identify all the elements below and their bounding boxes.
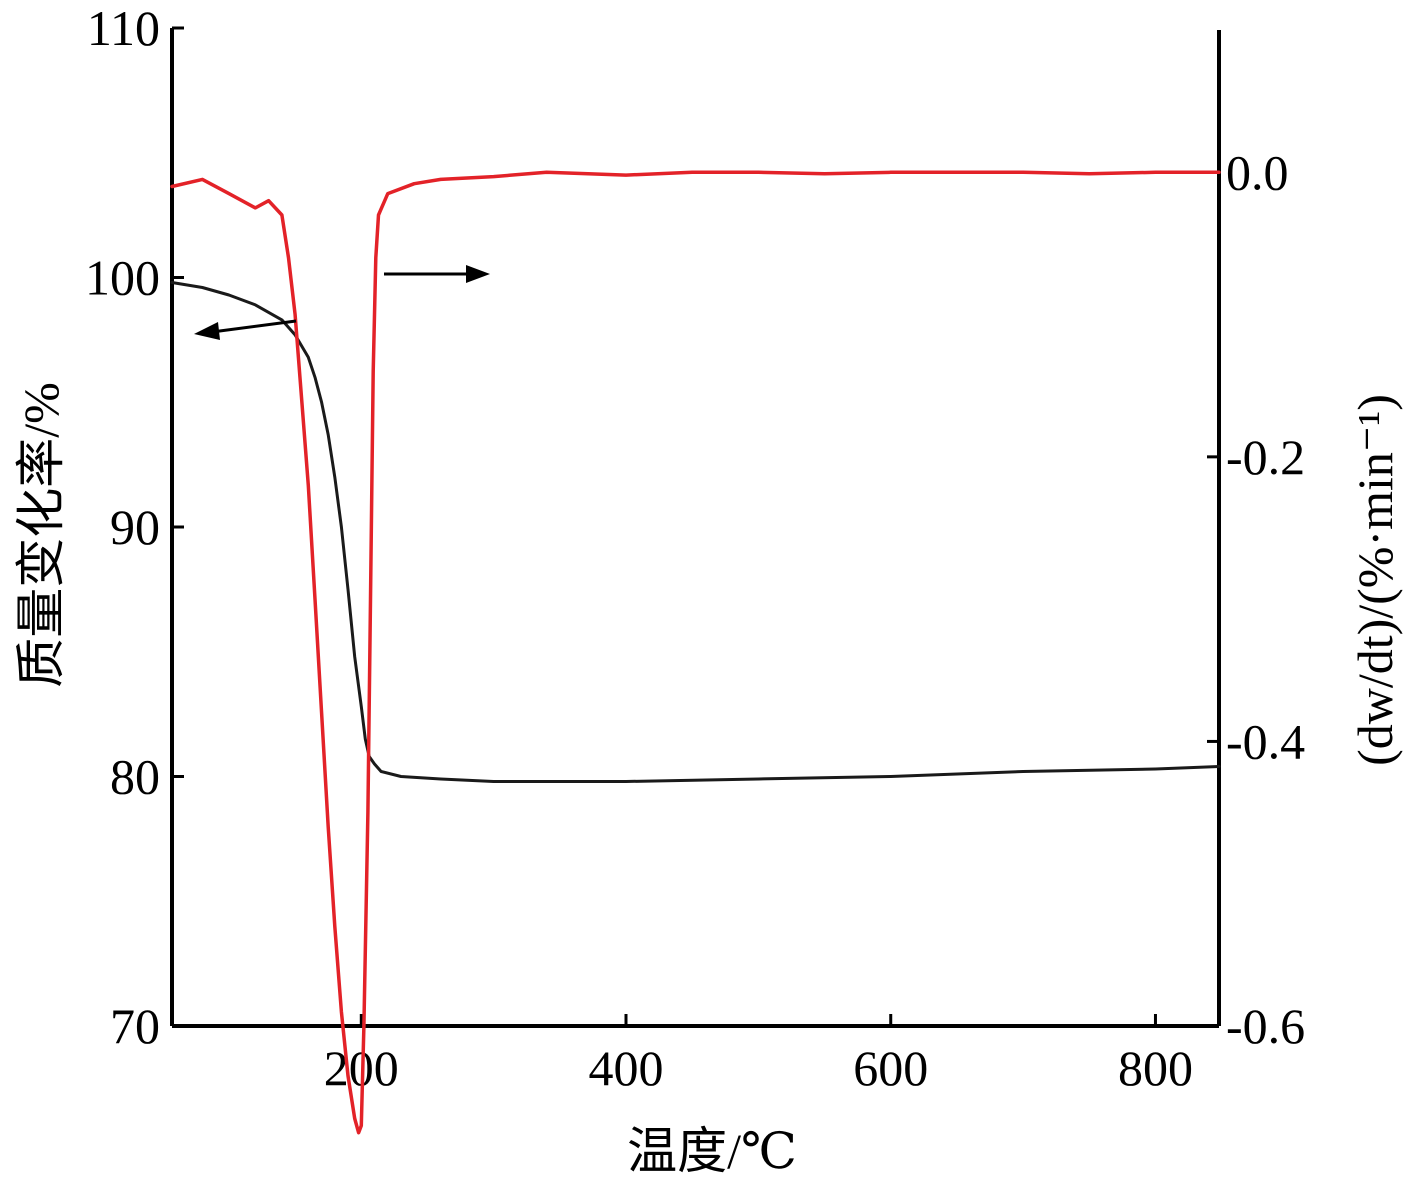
y-right-tick-label: -0.4 [1226,713,1305,769]
y-right-ticks: -0.6 -0.4 -0.2 0.0 [1207,144,1305,1054]
x-tick-label: 800 [1118,1040,1193,1096]
y-left-axis-title: 质量变化率/% [13,382,69,688]
y-right-tick-label: 0.0 [1226,144,1289,200]
dtg-axis-arrow [384,265,490,283]
y-left-tick-label: 100 [85,250,160,306]
x-axis-title: 温度/℃ [627,1123,797,1179]
y-left-tick-label: 80 [110,749,160,805]
y-left-tick-label: 110 [87,0,160,56]
y-left-tick-label: 70 [110,998,160,1054]
y-left-ticks: 70 80 90 100 110 [85,0,184,1054]
y-right-axis-title: (dw/dt)/(%·min⁻¹) [1347,394,1403,766]
x-tick-label: 600 [853,1040,928,1096]
y-right-tick-label: -0.6 [1226,998,1305,1054]
x-tick-label: 400 [589,1040,664,1096]
series-layer [170,170,1221,1135]
dtg-series-line [170,170,1221,1135]
tg-axis-arrow [194,319,297,340]
y-left-tick-label: 90 [110,499,160,555]
tg-series-line [170,281,1221,783]
y-right-tick-label: -0.2 [1226,429,1305,485]
